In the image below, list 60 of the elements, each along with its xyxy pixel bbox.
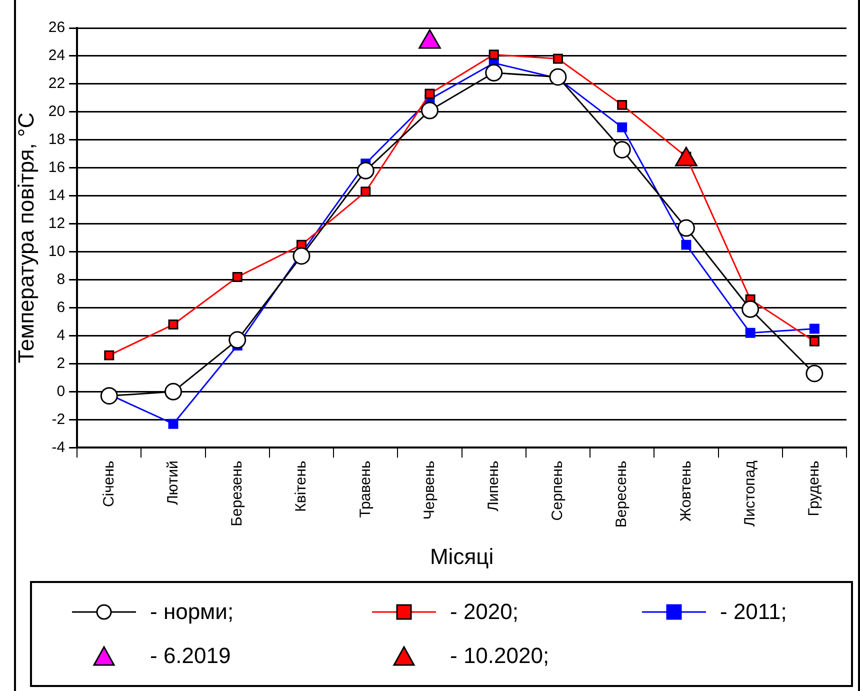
- point: [360, 186, 371, 197]
- x-tick-label: Квітень: [292, 460, 310, 512]
- point: [485, 64, 503, 82]
- point: [420, 102, 438, 120]
- point: [549, 68, 567, 86]
- y-tick-label: 16: [48, 159, 66, 176]
- x-tick-label: Січень: [100, 460, 118, 508]
- x-tick-label: Липень: [484, 460, 502, 512]
- y-tick-label: 6: [56, 298, 66, 316]
- y-tick-label: 12: [48, 214, 66, 232]
- point: [356, 162, 374, 180]
- point: [809, 336, 820, 346]
- point: [104, 350, 114, 360]
- y-tick-label: 0: [56, 382, 66, 400]
- y-tick-label: 22: [48, 75, 66, 92]
- x-tick-label: Грудень: [806, 460, 823, 516]
- legend-label: - 2020;: [450, 599, 518, 625]
- y-axis-title: Температура повітря, °C: [13, 112, 38, 364]
- y-tick-label: 4: [56, 326, 66, 344]
- x-tick-label: Червень: [420, 460, 438, 520]
- legend-label: - 2011;: [720, 599, 787, 625]
- x-tick-label: Травень: [356, 460, 374, 518]
- point: [681, 240, 692, 250]
- point: [745, 328, 756, 338]
- y-tick-label: 14: [48, 186, 66, 204]
- point: [488, 50, 499, 60]
- point: [232, 272, 242, 282]
- point: [742, 300, 760, 318]
- point: [228, 331, 246, 349]
- point: [168, 418, 178, 429]
- y-tick-label: 24: [48, 47, 66, 64]
- x-axis-title: Місяці: [430, 544, 494, 569]
- x-tick-label: Вересень: [613, 460, 630, 528]
- point: [100, 387, 118, 405]
- legend-label: - 6.2019: [150, 643, 231, 669]
- y-tick-label: 8: [56, 270, 66, 288]
- point: [292, 247, 310, 265]
- legend-label: - норми;: [150, 599, 234, 625]
- y-tick-label: -4: [52, 438, 66, 456]
- y-tick-label: 2: [56, 354, 66, 372]
- y-tick-label: 20: [48, 103, 66, 120]
- x-tick-label: Листопад: [741, 460, 758, 527]
- point: [809, 324, 820, 334]
- point: [552, 54, 563, 64]
- point: [617, 122, 628, 132]
- y-tick-label: -2: [52, 410, 66, 428]
- point: [164, 382, 182, 400]
- x-tick-label: Лютий: [164, 460, 182, 506]
- x-tick-label: Жовтень: [677, 460, 694, 522]
- y-tick-label: 18: [48, 131, 66, 148]
- point: [168, 320, 178, 330]
- point: [424, 88, 435, 99]
- point: [613, 140, 631, 158]
- point: [617, 100, 628, 110]
- y-tick-label: 10: [48, 242, 66, 260]
- legend-label: - 10.2020;: [450, 643, 550, 669]
- y-tick-label: 26: [48, 19, 66, 36]
- x-tick-label: Березень: [228, 460, 246, 526]
- x-tick-label: Серпень: [549, 460, 566, 521]
- point: [677, 219, 695, 237]
